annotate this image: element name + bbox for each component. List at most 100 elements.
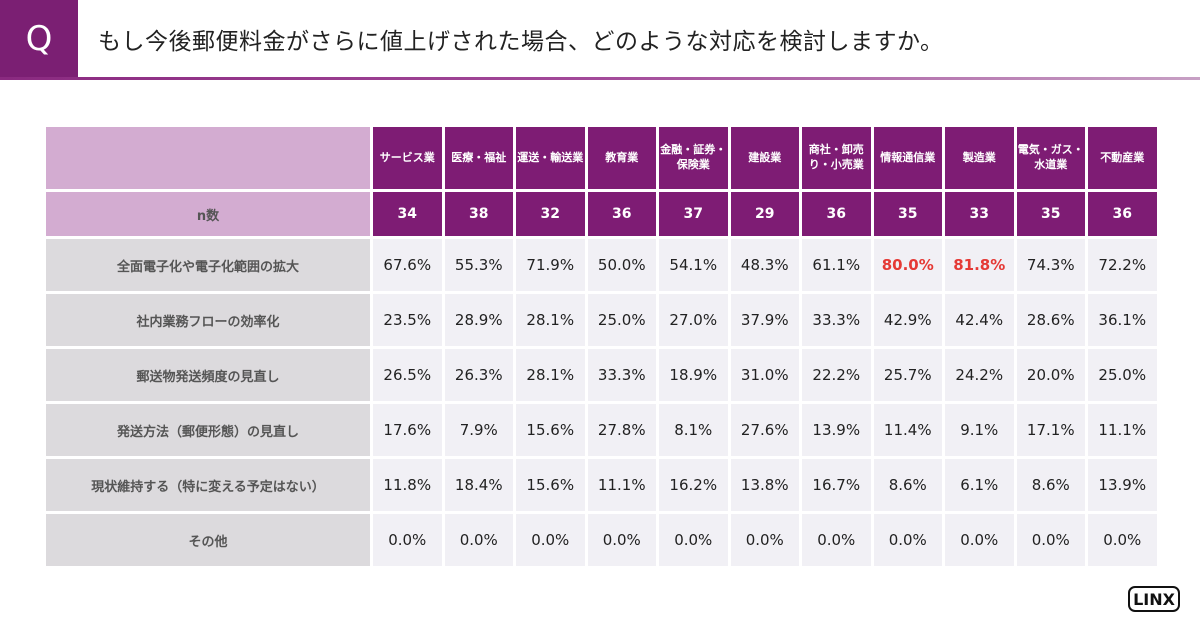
value-cell: 42.9% (873, 294, 942, 346)
sample-size-cell: 34 (373, 192, 442, 236)
value-cell: 0.0% (873, 514, 942, 566)
industry-header: 医療・福祉 (444, 127, 513, 189)
value-cell: 0.0% (1088, 514, 1157, 566)
industry-header: 電気・ガス・水道業 (1016, 127, 1085, 189)
value-cell: 31.0% (730, 349, 799, 401)
value-cell: 8.6% (1016, 459, 1085, 511)
value-cell: 18.4% (444, 459, 513, 511)
industry-header: 情報通信業 (873, 127, 942, 189)
value-cell: 25.0% (1088, 349, 1157, 401)
industry-header: 金融・証券・保険業 (659, 127, 728, 189)
sample-size-cell: 33 (945, 192, 1014, 236)
value-cell: 11.8% (373, 459, 442, 511)
value-cell: 13.8% (730, 459, 799, 511)
value-cell: 27.6% (730, 404, 799, 456)
value-cell: 25.7% (873, 349, 942, 401)
value-cell: 55.3% (444, 239, 513, 291)
industry-header: サービス業 (373, 127, 442, 189)
industry-header: 運送・輸送業 (516, 127, 585, 189)
value-cell: 27.8% (587, 404, 656, 456)
value-cell: 16.7% (802, 459, 871, 511)
value-cell: 17.1% (1016, 404, 1085, 456)
sample-size-cell: 35 (1016, 192, 1085, 236)
value-cell: 36.1% (1088, 294, 1157, 346)
value-cell: 27.0% (659, 294, 728, 346)
sample-size-cell: 32 (516, 192, 585, 236)
value-cell: 15.6% (516, 404, 585, 456)
value-cell: 11.1% (1088, 404, 1157, 456)
value-cell: 0.0% (659, 514, 728, 566)
table-row: 発送方法（郵便形態）の見直し 17.6% 7.9% 15.6% 27.8% 8.1% 27.… (46, 404, 1157, 456)
sample-size-cell: 36 (587, 192, 656, 236)
value-cell: 0.0% (730, 514, 799, 566)
sample-size-cell: 38 (444, 192, 513, 236)
question-badge: Q (0, 0, 78, 77)
value-cell: 72.2% (1088, 239, 1157, 291)
industry-header: 商社・卸売り・小売業 (802, 127, 871, 189)
value-cell: 81.8% (945, 239, 1014, 291)
value-cell: 28.6% (1016, 294, 1085, 346)
value-cell: 11.4% (873, 404, 942, 456)
sample-size-cell: 36 (802, 192, 871, 236)
value-cell: 37.9% (730, 294, 799, 346)
sample-size-row: n数 34 38 32 36 37 29 36 35 33 35 36 (46, 192, 1157, 236)
value-cell: 6.1% (945, 459, 1014, 511)
table-row: 全面電子化や電子化範囲の拡大 67.6% 55.3% 71.9% 50.0% 54.1% 4… (46, 239, 1157, 291)
value-cell: 0.0% (516, 514, 585, 566)
value-cell: 71.9% (516, 239, 585, 291)
sample-size-cell: 36 (1088, 192, 1157, 236)
value-cell: 0.0% (945, 514, 1014, 566)
value-cell: 18.9% (659, 349, 728, 401)
value-cell: 0.0% (587, 514, 656, 566)
value-cell: 80.0% (873, 239, 942, 291)
table-row: 郵送物発送頻度の見直し 26.5% 26.3% 28.1% 33.3% 18.9% 31.0… (46, 349, 1157, 401)
value-cell: 11.1% (587, 459, 656, 511)
value-cell: 50.0% (587, 239, 656, 291)
value-cell: 25.0% (587, 294, 656, 346)
value-cell: 15.6% (516, 459, 585, 511)
value-cell: 22.2% (802, 349, 871, 401)
industry-header: 教育業 (587, 127, 656, 189)
value-cell: 26.5% (373, 349, 442, 401)
industry-header: 建設業 (730, 127, 799, 189)
row-label: n数 (46, 192, 370, 236)
value-cell: 54.1% (659, 239, 728, 291)
table-row: 社内業務フローの効率化 23.5% 28.9% 28.1% 25.0% 27.0% 37.9… (46, 294, 1157, 346)
value-cell: 8.6% (873, 459, 942, 511)
corner-cell (46, 127, 370, 189)
row-label: 現状維持する（特に変える予定はない） (46, 459, 370, 511)
industry-header: 不動産業 (1088, 127, 1157, 189)
value-cell: 9.1% (945, 404, 1014, 456)
value-cell: 17.6% (373, 404, 442, 456)
row-label: 郵送物発送頻度の見直し (46, 349, 370, 401)
sample-size-cell: 35 (873, 192, 942, 236)
value-cell: 48.3% (730, 239, 799, 291)
industry-header: 製造業 (945, 127, 1014, 189)
value-cell: 20.0% (1016, 349, 1085, 401)
value-cell: 67.6% (373, 239, 442, 291)
value-cell: 16.2% (659, 459, 728, 511)
value-cell: 28.1% (516, 349, 585, 401)
value-cell: 13.9% (802, 404, 871, 456)
row-label: その他 (46, 514, 370, 566)
row-label: 発送方法（郵便形態）の見直し (46, 404, 370, 456)
value-cell: 61.1% (802, 239, 871, 291)
value-cell: 33.3% (587, 349, 656, 401)
value-cell: 8.1% (659, 404, 728, 456)
value-cell: 0.0% (802, 514, 871, 566)
row-label: 全面電子化や電子化範囲の拡大 (46, 239, 370, 291)
value-cell: 24.2% (945, 349, 1014, 401)
value-cell: 13.9% (1088, 459, 1157, 511)
table-row: その他 0.0% 0.0% 0.0% 0.0% 0.0% 0.0% 0.0% 0.0% 0.0% 0… (46, 514, 1157, 566)
question-title: もし今後郵便料金がさらに値上げされた場合、どのような対応を検討しますか。 (98, 28, 944, 55)
header-divider (0, 77, 1200, 80)
row-label: 社内業務フローの効率化 (46, 294, 370, 346)
linx-logo: LINX (1128, 586, 1180, 612)
sample-size-cell: 37 (659, 192, 728, 236)
results-table: サービス業 医療・福祉 運送・輸送業 教育業 金融・証券・保険業 建設業 商社・卸売り・小売… (43, 124, 1160, 569)
value-cell: 0.0% (444, 514, 513, 566)
sample-size-cell: 29 (730, 192, 799, 236)
logo-text: LINX (1133, 589, 1175, 609)
value-cell: 26.3% (444, 349, 513, 401)
value-cell: 7.9% (444, 404, 513, 456)
